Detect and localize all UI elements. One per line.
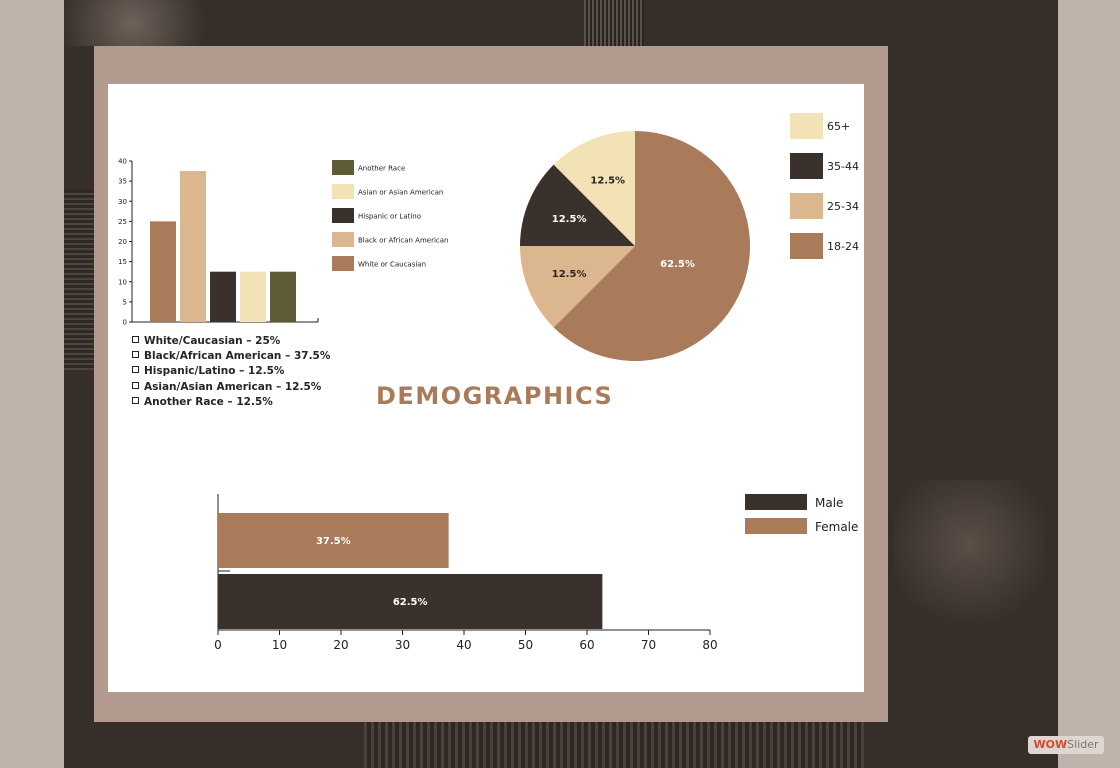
age-legend-swatch bbox=[790, 153, 823, 179]
race-bar bbox=[210, 271, 236, 322]
age-pie-slice bbox=[520, 164, 635, 246]
race-legend-swatch bbox=[332, 208, 354, 223]
backdrop-texture bbox=[64, 190, 94, 370]
race-legend-swatch bbox=[332, 232, 354, 247]
gender-bar bbox=[218, 574, 603, 629]
age-pie-label: 12.5% bbox=[552, 269, 587, 280]
slide-card: 0 5 10 15 20 25 30 35 40 Another Race Asian or Asi… bbox=[108, 84, 864, 692]
bullet-box-icon bbox=[132, 351, 139, 359]
gender-legend-label: Female bbox=[815, 520, 858, 534]
race-y-tick-label: 35 bbox=[118, 178, 127, 186]
bullet-box-icon bbox=[132, 396, 139, 404]
race-list-item: White/Caucasian – 25% bbox=[132, 334, 330, 349]
gender-x-tick-label: 20 bbox=[333, 638, 348, 652]
race-list-label: Black/African American – 37.5% bbox=[144, 350, 331, 363]
race-list-item: Hispanic/Latino – 12.5% bbox=[132, 364, 330, 379]
age-pie-slice bbox=[553, 131, 750, 362]
race-list: White/Caucasian – 25% Black/African Amer… bbox=[132, 334, 330, 410]
age-pie-label: 12.5% bbox=[590, 176, 625, 187]
race-y-tick-label: 30 bbox=[118, 198, 127, 206]
race-legend-swatch bbox=[332, 184, 354, 199]
gender-x-tick-label: 60 bbox=[579, 638, 594, 652]
gender-x-tick-label: 70 bbox=[641, 638, 656, 652]
backdrop-texture bbox=[64, 0, 234, 46]
race-y-tick-label: 10 bbox=[118, 278, 127, 286]
age-pie-slice bbox=[553, 131, 635, 246]
page-title: DEMOGRAPHICS bbox=[376, 382, 614, 410]
race-y-tick-label: 15 bbox=[118, 258, 127, 266]
age-legend-label: 65+ bbox=[827, 120, 850, 133]
age-legend-swatch bbox=[790, 193, 823, 219]
bullet-box-icon bbox=[132, 366, 139, 374]
backdrop-texture bbox=[584, 0, 644, 46]
race-y-tick-label: 40 bbox=[118, 158, 127, 166]
race-bar bbox=[150, 221, 176, 322]
race-legend-swatch bbox=[332, 160, 354, 175]
race-y-tick-label: 0 bbox=[123, 319, 127, 327]
race-list-label: Asian/Asian American – 12.5% bbox=[144, 380, 322, 393]
age-legend-label: 18-24 bbox=[827, 240, 859, 253]
race-legend-label: Hispanic or Latino bbox=[358, 213, 421, 221]
gender-bar-label: 37.5% bbox=[316, 536, 351, 547]
race-list-item: Another Race – 12.5% bbox=[132, 395, 330, 410]
age-pie-label: 12.5% bbox=[552, 214, 587, 225]
gender-legend-label: Male bbox=[815, 496, 843, 510]
gender-bar-label: 62.5% bbox=[393, 597, 428, 608]
race-y-tick-label: 20 bbox=[118, 238, 127, 246]
race-y-tick-label: 5 bbox=[123, 298, 127, 306]
race-bar bbox=[240, 271, 266, 322]
backdrop-texture bbox=[364, 722, 864, 768]
gender-x-tick-label: 10 bbox=[272, 638, 287, 652]
race-legend-swatch bbox=[332, 256, 354, 271]
bullet-box-icon bbox=[132, 336, 139, 343]
race-bar bbox=[180, 171, 206, 322]
watermark-suffix: Slider bbox=[1067, 738, 1099, 751]
race-legend-label: White or Caucasian bbox=[358, 261, 426, 269]
watermark-badge[interactable]: WOWSlider bbox=[1028, 736, 1104, 754]
age-legend-swatch bbox=[790, 113, 823, 139]
age-legend-label: 35-44 bbox=[827, 160, 859, 173]
age-legend-label: 25-34 bbox=[827, 200, 859, 213]
gender-bar bbox=[218, 513, 449, 568]
backdrop-texture bbox=[894, 480, 1044, 640]
age-legend-swatch bbox=[790, 233, 823, 259]
age-pie-label: 62.5% bbox=[660, 259, 695, 270]
race-list-label: Hispanic/Latino – 12.5% bbox=[144, 365, 285, 378]
race-list-label: Another Race – 12.5% bbox=[144, 395, 273, 408]
race-legend-label: Black or African American bbox=[358, 237, 449, 245]
gender-x-tick-label: 0 bbox=[214, 638, 222, 652]
bullet-box-icon bbox=[132, 381, 139, 389]
gender-x-tick-label: 50 bbox=[518, 638, 533, 652]
gender-legend-swatch bbox=[745, 518, 807, 534]
race-legend-label: Another Race bbox=[358, 165, 405, 173]
age-pie-slice bbox=[520, 246, 635, 328]
race-y-tick-label: 25 bbox=[118, 218, 127, 226]
gender-legend-swatch bbox=[745, 494, 807, 510]
race-list-label: White/Caucasian – 25% bbox=[144, 335, 281, 347]
watermark-brand: WOW bbox=[1033, 738, 1068, 751]
charts-canvas: 0 5 10 15 20 25 30 35 40 Another Race Asian or Asi… bbox=[118, 113, 859, 652]
race-list-item: Black/African American – 37.5% bbox=[132, 349, 330, 364]
gender-x-tick-label: 80 bbox=[702, 638, 717, 652]
race-list-item: Asian/Asian American – 12.5% bbox=[132, 380, 330, 395]
gender-x-tick-label: 30 bbox=[395, 638, 410, 652]
race-bar bbox=[270, 271, 296, 322]
race-legend-label: Asian or Asian American bbox=[358, 189, 443, 197]
gender-x-tick-label: 40 bbox=[456, 638, 471, 652]
